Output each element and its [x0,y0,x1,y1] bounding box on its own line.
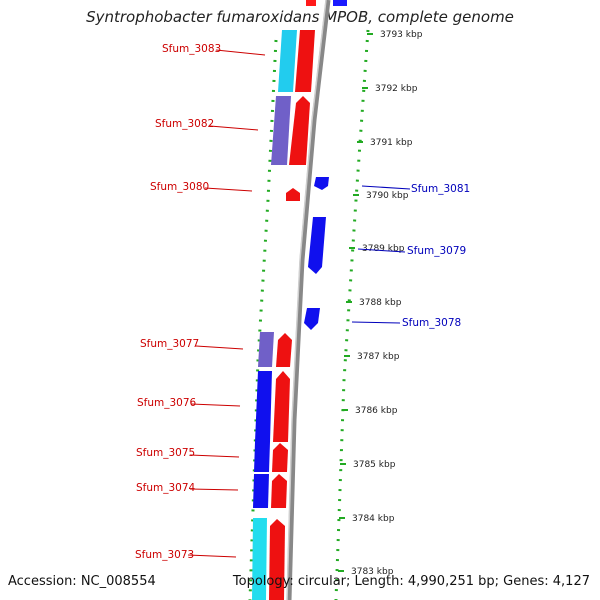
gene-block-top-fwd [306,0,316,6]
gene-arrow-3083 [295,30,315,92]
scale-tick-label: 3783 kbp [351,567,394,577]
gene-label-leader [204,187,253,192]
gene-label-right[interactable]: Sfum_3078 [402,317,461,329]
gene-label-leader [209,125,259,131]
gene-label-right[interactable]: Sfum_3079 [407,245,466,257]
scale-tick-label: 3789 kbp [362,244,405,254]
gene-arrow-3075 [272,443,288,472]
scale-tick-label: 3790 kbp [366,191,409,201]
gene-label-left[interactable]: Sfum_3083 [162,43,221,55]
gene-label-right[interactable]: Sfum_3081 [411,183,470,195]
gene-label-leader [189,488,239,491]
gene-labels: Sfum_3083 Sfum_3082 Sfum_3080 Sfum_3077 Sfum… [135,43,470,561]
gene-arrow-3082 [289,96,310,165]
scale-tick-label: 3791 kbp [370,138,413,148]
gene-label-left[interactable]: Sfum_3075 [136,447,195,459]
gene-label-leader [189,454,240,458]
gene-label-leader [361,185,411,190]
gene-label-leader [357,248,406,253]
gene-label-leader [215,49,266,56]
gc-skew-track-inner [248,39,278,600]
rev-block-3076 [255,371,272,442]
gene-label-left[interactable]: Sfum_3076 [137,397,197,409]
cog-block-3073 [252,518,267,600]
gene-label-leader [195,345,244,350]
gene-arrow-3073 [269,519,285,600]
scale-tick-label: 3784 kbp [352,514,395,524]
gc-skew-track-outer [334,29,370,600]
accession-label: Accession: NC_008554 [8,574,156,589]
scale-tick-label: 3788 kbp [359,298,402,308]
genome-backbone [286,0,331,600]
scale-tick-label: 3793 kbp [380,30,423,40]
scale-tick-label: 3792 kbp [375,84,418,94]
scale-ticks: 3793 kbp 3792 kbp 3791 kbp 3790 kbp 3789 kbp… [338,30,423,577]
gene-arrow-3081 [314,177,329,190]
rev-block-3075 [254,442,270,472]
gene-arrow-3077 [276,333,292,367]
cog-block-3083 [278,30,297,92]
rev-block-3074 [253,474,269,508]
gene-block-top-rev [333,0,347,6]
gene-label-left[interactable]: Sfum_3074 [136,482,196,494]
gene-label-leader [190,403,241,407]
gene-label-leader [351,321,401,324]
gene-label-left[interactable]: Sfum_3077 [140,338,199,350]
gene-label-left[interactable]: Sfum_3082 [155,118,214,130]
scale-tick-label: 3786 kbp [355,406,398,416]
gene-arrow-3080 [286,188,300,201]
gene-label-leader [187,554,237,558]
gene-arrow-3076 [273,371,290,442]
gene-label-left[interactable]: Sfum_3080 [150,181,209,193]
gene-label-left[interactable]: Sfum_3073 [135,549,194,561]
gene-arrow-3079 [308,217,326,274]
scale-tick-label: 3787 kbp [357,352,400,362]
genome-summary: Topology: circular; Length: 4,990,251 bp… [232,574,590,589]
gene-arrow-3078 [304,308,320,330]
gene-arrow-3074 [271,474,287,508]
scale-tick-label: 3785 kbp [353,460,396,470]
cog-block-3077 [258,332,274,367]
map-title: Syntrophobacter fumaroxidans MPOB, compl… [86,8,514,26]
cog-block-3082 [271,96,291,165]
